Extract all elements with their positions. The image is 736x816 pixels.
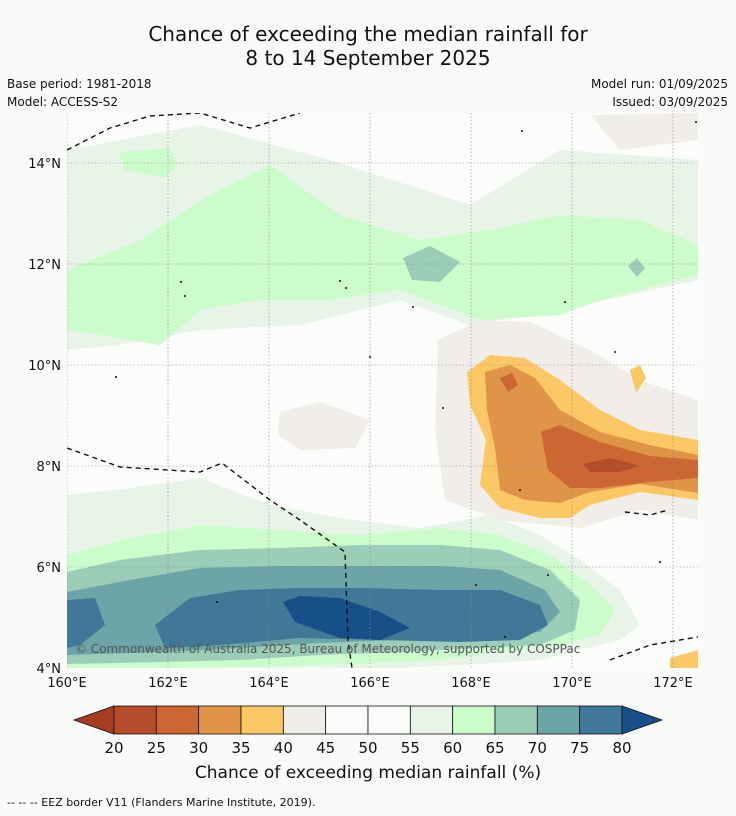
colorbar-tick-label: 75 [570,739,589,757]
colorbar-tick-label: 40 [274,739,293,757]
colorbar-extend-low [72,705,115,735]
title-line-1: Chance of exceeding the median rainfall … [148,22,588,46]
colorbar-segment [113,705,157,735]
colorbar-tick-label: 45 [316,739,335,757]
model-name: Model: ACCESS-S2 [7,95,119,109]
contour-45-north [590,113,698,150]
lat-axis: 14°N 12°N 10°N 8°N 6°N 4°N [28,157,61,677]
contour-70-small [628,258,645,277]
contour-35-small [630,365,646,393]
lon-label: 170°E [552,676,592,691]
contour-80-west [67,598,105,648]
lon-label: 172°E [653,676,693,691]
gridlines [67,113,698,668]
contour-above-80 [283,596,410,640]
lon-label: 164°E [249,676,289,691]
colorbar-tick-label: 70 [528,739,547,757]
colorbar-segment [155,705,200,735]
colorbar-tick-label: 30 [189,739,208,757]
contour-20 [583,458,640,472]
base-period: Base period: 1981-2018 [7,77,152,91]
lon-axis: 160°E 162°E 164°E 166°E 168°E 170°E 172°… [47,676,693,691]
colorbar-tick-label: 65 [485,739,504,757]
lon-label: 162°E [148,676,188,691]
colorbar-segment [240,705,284,735]
contour-25 [541,425,698,488]
contour-65-mid [67,165,698,345]
colorbar-segment [579,705,623,735]
rainfall-map: © Commonwealth of Australia 2025, Bureau… [67,113,698,668]
colorbar-tick-label: 20 [104,739,123,757]
contour-25-small [500,373,518,392]
lat-label: 10°N [28,359,61,374]
colorbar-tick-label: 50 [358,739,377,757]
colorbar-extend-high [621,705,664,735]
colorbar-segment [494,705,538,735]
lat-label: 14°N [28,157,61,172]
map-title: Chance of exceeding the median rainfall … [0,22,736,70]
meta-left: Base period: 1981-2018 Model: ACCESS-S2 [7,75,152,111]
lat-label: 6°N [37,561,62,576]
colorbar: 20 25 30 35 40 45 50 55 60 65 70 75 80 [72,705,664,757]
lon-label: 166°E [350,676,390,691]
issued-date: Issued: 03/09/2025 [612,95,728,109]
colorbar-segment [198,705,242,735]
colorbar-tick-label: 35 [231,739,250,757]
colorbar-segment [325,705,369,735]
footnote: -- -- -- EEZ border V11 (Flanders Marine… [7,796,316,809]
lon-label: 160°E [47,676,87,691]
colorbar-segment [367,705,411,735]
colorbar-segment [536,705,581,735]
eez-border [67,113,698,668]
copyright-text: © Commonwealth of Australia 2025, Bureau… [75,642,580,656]
colorbar-tick-label: 80 [612,739,631,757]
lon-label: 168°E [451,676,491,691]
lat-label: 8°N [37,460,62,475]
lat-label: 12°N [28,258,61,273]
lat-label: 4°N [37,662,62,677]
colorbar-segment [282,705,327,735]
contour-45-west [278,402,370,450]
contour-35-corner [670,650,698,668]
model-run: Model run: 01/09/2025 [590,77,728,91]
colorbar-segment [452,705,496,735]
meta-right: Model run: 01/09/2025 Issued: 03/09/2025 [591,75,728,111]
colorbar-tick-label: 60 [443,739,462,757]
colorbar-tick-label: 55 [401,739,420,757]
colorbar-segment [409,705,454,735]
colorbar-label: Chance of exceeding median rainfall (%) [195,763,541,783]
colorbar-tick-label: 25 [147,739,166,757]
islands [115,121,697,638]
title-line-2: 8 to 14 September 2025 [245,46,491,70]
